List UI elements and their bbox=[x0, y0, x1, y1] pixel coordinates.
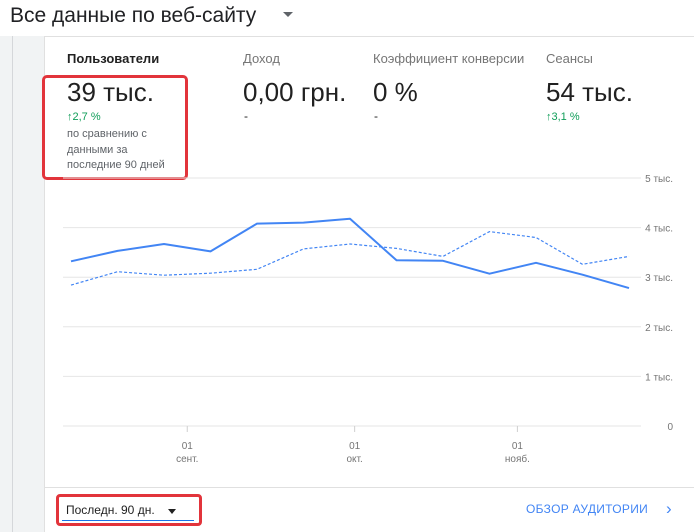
audience-overview-card: Пользователи 39 тыс. ↑2,7 % по сравнению… bbox=[44, 36, 694, 532]
chevron-right-icon[interactable]: › bbox=[666, 499, 672, 518]
users-line-chart: 5 тыс. 4 тыс. 3 тыс. 2 тыс. 1 тыс. 0 01 сент. 01… bbox=[63, 174, 673, 465]
date-range-highlight bbox=[56, 494, 202, 526]
current-period-series-line bbox=[70, 217, 630, 290]
metric-change-value: 2,7 % bbox=[72, 111, 101, 123]
metric-label: Сеансы bbox=[546, 51, 593, 66]
comparison-note: по сравнению с данными за последние 90 д… bbox=[67, 128, 165, 171]
metric-label: Коэффициент конверсии bbox=[373, 51, 525, 66]
metric-change: - bbox=[374, 109, 378, 123]
property-title[interactable]: Все данные по веб-сайту bbox=[10, 4, 257, 27]
date-range-select[interactable]: Последн. 90 дн. bbox=[66, 503, 155, 517]
footer-divider bbox=[44, 487, 694, 488]
metric-label: Пользователи bbox=[67, 51, 160, 66]
y-tick-label: 5 тыс. bbox=[645, 174, 673, 185]
date-range-underline bbox=[62, 520, 194, 521]
x-tick-month: окт. bbox=[346, 454, 362, 465]
report-header: Все данные по веб-сайту bbox=[0, 0, 694, 36]
metric-value: 0 % bbox=[373, 77, 418, 107]
metric-value: 54 тыс. bbox=[546, 77, 633, 107]
y-tick-label: 3 тыс. bbox=[645, 273, 673, 284]
caret-down-icon[interactable] bbox=[168, 509, 176, 514]
metric-change: ↑2,7 % bbox=[67, 111, 101, 123]
y-tick-label: 1 тыс. bbox=[645, 372, 673, 383]
x-tick-month: нояб. bbox=[505, 453, 530, 465]
gutter-divider bbox=[12, 36, 13, 532]
y-tick-label: 0 bbox=[667, 422, 673, 433]
metric-change: - bbox=[244, 109, 248, 123]
metric-change-value: 3,1 % bbox=[551, 111, 580, 123]
metric-label: Доход bbox=[243, 51, 280, 66]
x-tick-month: сент. bbox=[176, 454, 198, 465]
left-gutter bbox=[0, 36, 44, 532]
y-tick-label: 4 тыс. bbox=[645, 224, 673, 235]
x-tick-day: 01 bbox=[349, 441, 361, 452]
arrow-up-icon: ↑ bbox=[546, 111, 552, 123]
audience-overview-link[interactable]: ОБЗОР АУДИТОРИИ bbox=[526, 502, 649, 516]
previous-period-series-line bbox=[70, 231, 630, 286]
metric-value: 0,00 грн. bbox=[243, 77, 347, 107]
metric-change: ↑3,1 % bbox=[546, 111, 580, 123]
y-tick-label: 2 тыс. bbox=[645, 323, 673, 334]
arrow-up-icon: ↑ bbox=[67, 111, 73, 123]
metric-value: 39 тыс. bbox=[67, 77, 154, 107]
caret-down-icon[interactable] bbox=[283, 12, 293, 17]
x-tick-day: 01 bbox=[182, 441, 194, 452]
x-tick-day: 01 bbox=[512, 441, 524, 452]
